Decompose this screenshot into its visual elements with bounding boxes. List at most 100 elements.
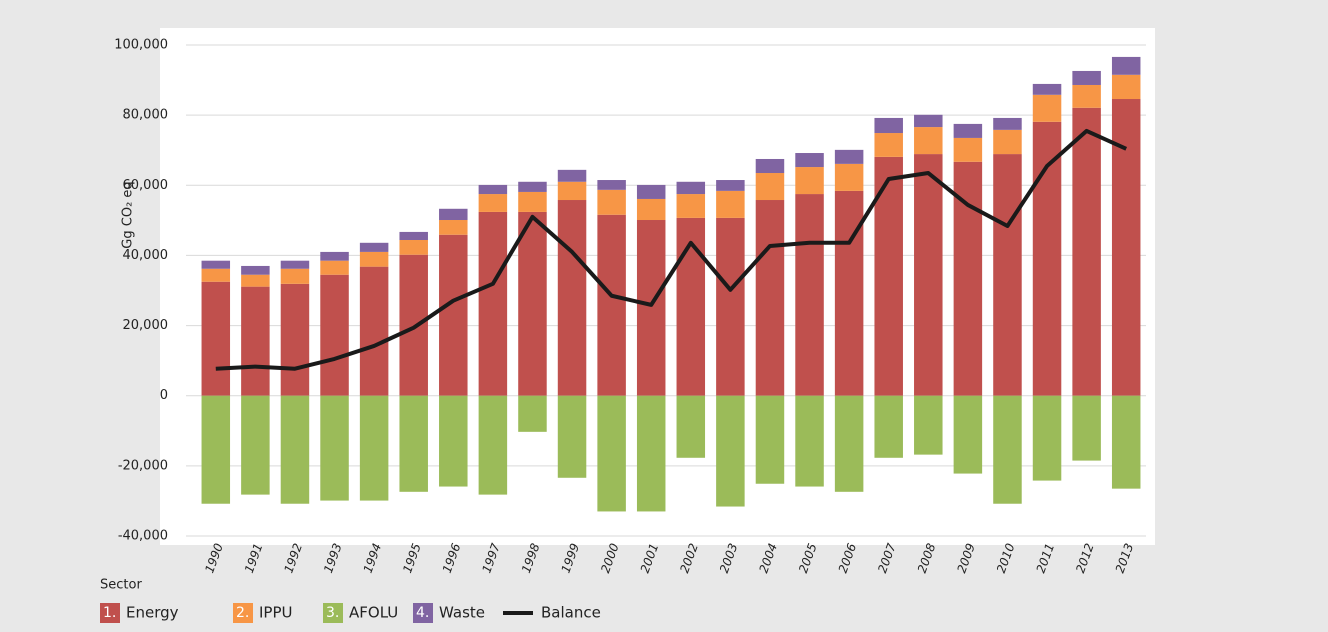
legend-label: AFOLU (349, 604, 398, 622)
bar-segment (201, 260, 231, 269)
bar-segment (359, 242, 389, 252)
bar-segment (716, 180, 745, 191)
x-tick-label: 2002 (677, 541, 701, 574)
bar-segment (834, 190, 864, 396)
bar-segment (716, 217, 745, 396)
bar-segment (874, 133, 903, 157)
bar-segment (755, 395, 785, 484)
x-tick-label: 2005 (796, 541, 820, 574)
bar-segment (834, 149, 864, 164)
bar-segment (1032, 94, 1062, 122)
x-tick-label: 2009 (954, 541, 978, 574)
bar-segment (993, 395, 1022, 504)
legend-swatch (413, 603, 433, 623)
bar-segment (1072, 84, 1101, 108)
legend-label: IPPU (259, 604, 293, 622)
bar-segment (597, 214, 626, 396)
x-tick-label: 1992 (281, 541, 305, 574)
bar-segment (874, 395, 903, 458)
bar-segment (993, 129, 1022, 155)
x-tick-label: 1998 (519, 541, 543, 575)
bar-segment (676, 181, 706, 195)
bar-segment (953, 161, 983, 396)
bar-segment (636, 220, 666, 396)
bar-segment (399, 239, 428, 255)
bar-segment (359, 266, 389, 396)
bar-segment (914, 127, 943, 155)
bar-segment (359, 251, 389, 267)
bar-segment (795, 194, 824, 396)
bar-segment (914, 395, 943, 455)
y-tick-label: -20,000 (118, 458, 168, 473)
bar-segment (320, 395, 349, 501)
bar-segment (399, 254, 428, 396)
bar-segment (716, 190, 745, 218)
bar-segment (201, 281, 231, 396)
bar-segment (241, 286, 270, 396)
y-tick-label: 100,000 (114, 38, 168, 53)
bar-segment (399, 231, 428, 240)
bar-segment (993, 154, 1022, 396)
x-tick-label: 2008 (915, 541, 939, 575)
bar-segment (834, 395, 864, 492)
legend-code: 1. (103, 605, 116, 621)
x-tick-label: 1996 (440, 541, 464, 575)
bar-segment (597, 180, 626, 190)
y-tick-label: 20,000 (123, 318, 169, 333)
bar-segment (201, 395, 231, 504)
x-tick-label: 2013 (1113, 541, 1137, 574)
bar-segment (320, 251, 349, 261)
bar-segment (518, 181, 547, 192)
y-tick-label: 40,000 (123, 248, 169, 263)
bar-segment (676, 217, 706, 396)
bar-segment (320, 260, 349, 275)
bar-segment (557, 395, 587, 478)
bar-segment (755, 158, 785, 174)
x-tick-label: 2006 (836, 541, 860, 575)
bar-segment (1072, 107, 1101, 396)
bar-segment (676, 395, 706, 458)
bar-segment (953, 137, 983, 162)
bar-segment (201, 268, 231, 282)
bar-segment (241, 265, 270, 275)
x-tick-label: 2010 (994, 541, 1018, 575)
bar-segment (795, 153, 824, 168)
bar-segment (953, 395, 983, 474)
bar-segment (755, 200, 785, 396)
bar-segment (914, 114, 943, 128)
bar-segment (359, 395, 389, 501)
bar-segment (557, 200, 587, 396)
y-tick-label: 60,000 (123, 178, 169, 193)
bar-segment (1072, 395, 1101, 461)
bar-segment (439, 234, 468, 396)
bar-segment (518, 211, 547, 396)
y-tick-label: 0 (160, 388, 168, 403)
bar-segment (241, 274, 270, 287)
bar-segment (914, 154, 943, 396)
bar-segment (1072, 70, 1101, 85)
x-tick-label: 2012 (1073, 541, 1097, 574)
x-tick-label: 1991 (242, 541, 266, 574)
bar-segment (1032, 83, 1062, 95)
legend-label: Waste (439, 604, 485, 622)
bar-segment (636, 184, 666, 199)
x-tick-label: 2001 (638, 541, 662, 574)
y-axis-label: Gg CO₂ eq (121, 181, 136, 248)
bar-segment (399, 395, 428, 492)
bar-segment (1032, 121, 1062, 396)
bar-segment (280, 268, 310, 284)
bar-segment (439, 395, 468, 487)
x-tick-label: 1993 (321, 541, 345, 574)
x-tick-label: 1997 (479, 541, 503, 575)
bar-segment (676, 194, 706, 218)
legend-swatch (100, 603, 120, 623)
x-tick-label: 2000 (598, 541, 622, 575)
legend-label: Energy (126, 604, 179, 622)
bar-segment (834, 163, 864, 191)
bar-segment (597, 189, 626, 215)
bar-segment (241, 395, 270, 495)
legend-code: 2. (236, 605, 249, 621)
x-tick-label: 2003 (717, 541, 741, 574)
y-tick-label: 80,000 (123, 108, 169, 123)
